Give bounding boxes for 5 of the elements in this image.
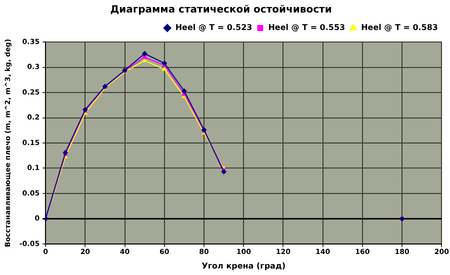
legend-label: Heel @ T = 0.553 [268, 23, 346, 32]
legend-label: Heel @ T = 0.583 [361, 23, 438, 32]
x-axis-title: Угол крена (град) [202, 261, 286, 270]
legend-label: Heel @ T = 0.523 [175, 23, 252, 32]
chart-title: Диаграмма статической остойчивости [110, 4, 332, 16]
